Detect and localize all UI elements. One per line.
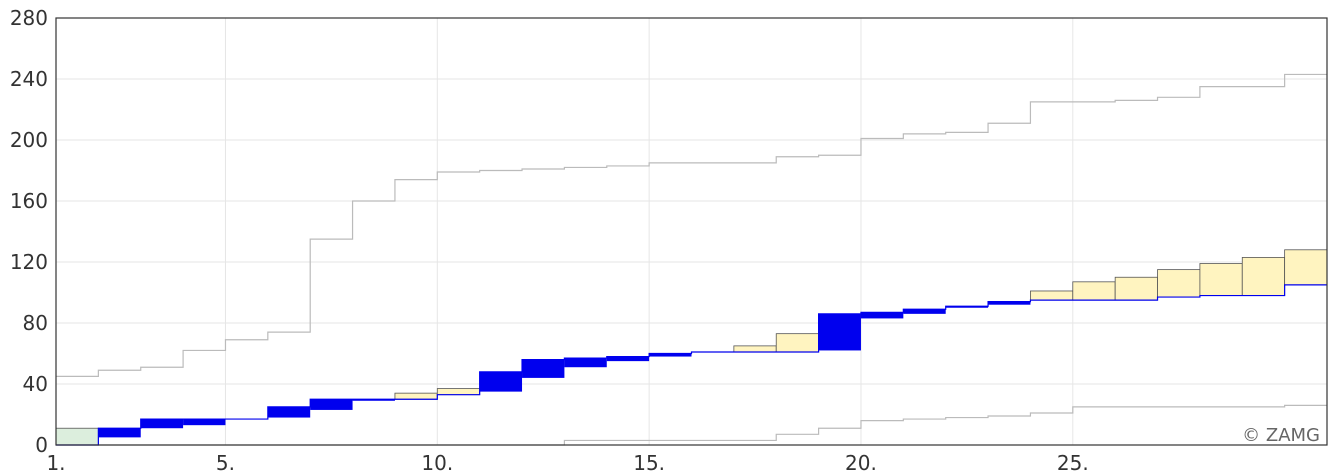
deviation-band <box>267 406 311 418</box>
mean-line <box>56 284 1327 446</box>
deviation-band <box>1157 269 1201 298</box>
deviation-band <box>522 359 565 378</box>
y-tick-label: 240 <box>10 67 48 91</box>
min-line <box>56 404 1327 446</box>
max-line <box>56 73 1327 377</box>
deviation-band <box>1030 290 1074 301</box>
deviation-band <box>140 419 184 429</box>
x-tick-label: 15. <box>633 451 665 473</box>
deviation-band <box>988 301 1031 305</box>
x-tick-label: 25. <box>1057 451 1089 473</box>
deviation-band <box>818 313 861 351</box>
credit-label: © ZAMG <box>1242 425 1320 446</box>
deviation-band <box>1284 249 1328 286</box>
deviation-band <box>1199 263 1243 296</box>
deviation-band <box>98 428 141 438</box>
x-tick-label: 5. <box>216 451 235 473</box>
deviation-band <box>394 392 438 400</box>
y-tick-label: 120 <box>10 250 48 274</box>
deviation-band <box>436 388 481 396</box>
x-tick-label: 1. <box>46 451 65 473</box>
deviation-band <box>775 333 820 353</box>
y-tick-label: 160 <box>10 189 48 213</box>
deviation-band <box>479 371 523 392</box>
deviation-band <box>649 353 692 357</box>
plot-border <box>55 17 1328 446</box>
deviation-band <box>352 399 395 401</box>
grid-layer <box>56 18 1327 445</box>
y-tick-label: 280 <box>10 6 48 30</box>
deviation-band <box>1072 281 1116 301</box>
deviation-band <box>860 312 904 319</box>
deviation-band <box>945 306 989 308</box>
x-tick-label: 10. <box>421 451 453 473</box>
deviation-band <box>1241 257 1286 296</box>
y-tick-label: 200 <box>10 128 48 152</box>
deviation-band <box>310 399 353 410</box>
deviation-band <box>564 358 607 368</box>
deviation-band <box>55 427 99 446</box>
y-tick-label: 0 <box>35 433 48 457</box>
line-layer <box>56 73 1327 446</box>
deviation-band <box>903 309 946 314</box>
deviation-band <box>183 419 226 426</box>
band-layer <box>55 249 1328 446</box>
y-tick-label: 40 <box>23 372 48 396</box>
deviation-band <box>1114 276 1158 301</box>
deviation-band <box>733 345 777 353</box>
x-tick-label: 20. <box>845 451 877 473</box>
y-tick-label: 80 <box>23 311 48 335</box>
axis-layer: 0 40 80 120 160 200 240 280 1. 5. 10. 15. 20. 25. <box>10 6 1328 473</box>
deviation-band <box>606 356 650 362</box>
